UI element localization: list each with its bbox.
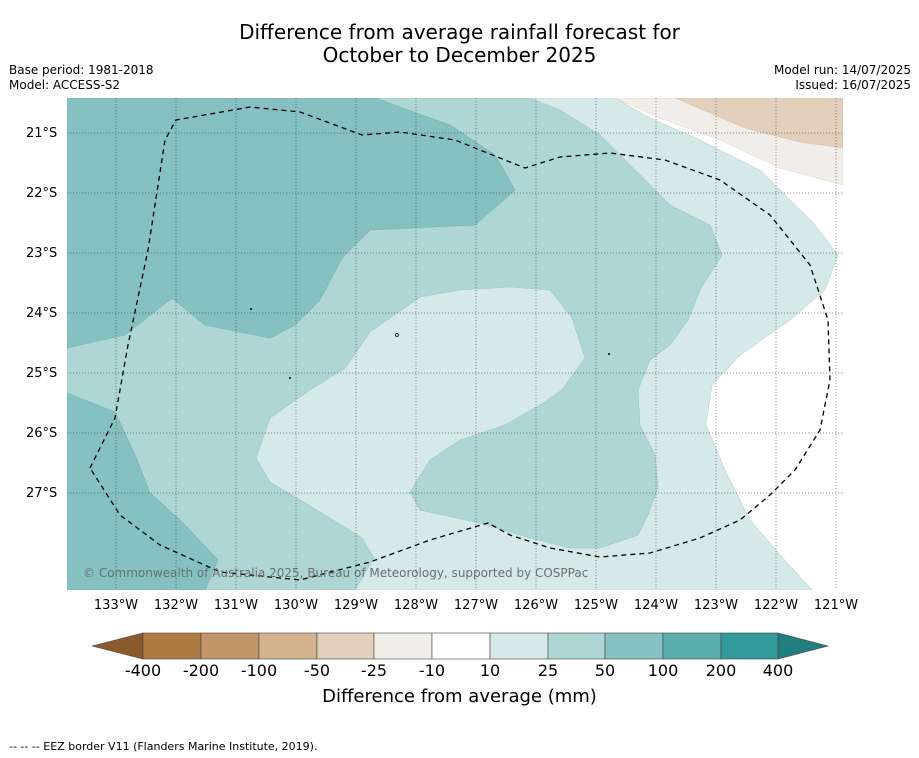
rainfall-map: © Commonwealth of Australia 2025, Bureau… [67,98,843,590]
region-50-100-north [67,98,516,349]
island-marker [289,377,291,379]
island-marker [395,333,399,337]
lon-label: 127°W [453,598,499,613]
colorbar-swatch [662,632,722,660]
colorbar-tick-label: 10 [479,661,501,680]
colorbar-tick-label: 25 [537,661,559,680]
colorbar-tick-label: -400 [124,661,162,680]
colorbar-swatch [431,632,491,660]
eez-border [89,106,831,581]
chart-title-line1: Difference from average rainfall forecas… [239,20,680,44]
lon-label: 131°W [213,598,259,613]
colorbar-tick-label: 50 [594,661,616,680]
colorbar-swatch [720,632,779,660]
issued-date: Issued: 16/07/2025 [795,78,911,92]
lon-label: 132°W [153,598,199,613]
colorbar-tick-label: 400 [762,661,794,680]
lon-label: 128°W [393,598,439,613]
chart-title-line2: October to December 2025 [322,43,597,67]
lon-label: 130°W [273,598,319,613]
colorbar [91,632,830,660]
eez-legend-note: -- -- -- EEZ border V11 (Flanders Marine… [9,740,318,753]
colorbar-swatch [547,632,606,660]
lat-label: 24°S [26,306,58,321]
colorbar-swatch [200,632,260,660]
colorbar-extend-low [91,632,144,660]
lon-label: 125°W [573,598,619,613]
colorbar-swatch [258,632,318,660]
region-50-100-south [67,392,219,590]
lon-label: 126°W [513,598,559,613]
colorbar-title: Difference from average (mm) [322,686,597,707]
colorbar-swatch [604,632,664,660]
colorbar-tick-label: 100 [647,661,679,680]
lon-label: 124°W [633,598,679,613]
lat-label: 27°S [26,486,58,501]
colorbar-swatch [142,632,202,660]
lat-label: 23°S [26,246,58,261]
colorbar-tick-label: -25 [360,661,388,680]
lat-label: 22°S [26,186,58,201]
colorbar-tick-label: -10 [418,661,446,680]
island-marker [608,353,610,355]
lon-label: 123°W [693,598,739,613]
lat-label: 21°S [26,126,58,141]
colorbar-tick-label: 200 [705,661,737,680]
lat-label: 25°S [26,366,58,381]
region-n25-n50 [674,98,843,149]
colorbar-swatch [489,632,549,660]
colorbar-tick-label: -200 [182,661,220,680]
lon-label: 133°W [93,598,139,613]
base-period: Base period: 1981-2018 [9,63,154,77]
lon-label: 129°W [333,598,379,613]
colorbar-tick-label: -100 [240,661,278,680]
lon-label: 122°W [753,598,799,613]
colorbar-tick-label: -50 [303,661,331,680]
island-marker [250,308,252,310]
colorbar-swatch [316,632,375,660]
lon-label: 121°W [813,598,859,613]
colorbar-swatch [373,632,433,660]
meta-right: Model run: 14/07/2025 Issued: 16/07/2025 [774,63,911,93]
meta-left: Base period: 1981-2018 Model: ACCESS-S2 [9,63,154,93]
model-run: Model run: 14/07/2025 [773,63,911,77]
lat-label: 26°S [26,426,58,441]
gridlines [67,98,843,590]
model-name: Model: ACCESS-S2 [9,78,121,92]
colorbar-extend-high [777,632,830,660]
map-credit: © Commonwealth of Australia 2025, Bureau… [83,566,588,580]
